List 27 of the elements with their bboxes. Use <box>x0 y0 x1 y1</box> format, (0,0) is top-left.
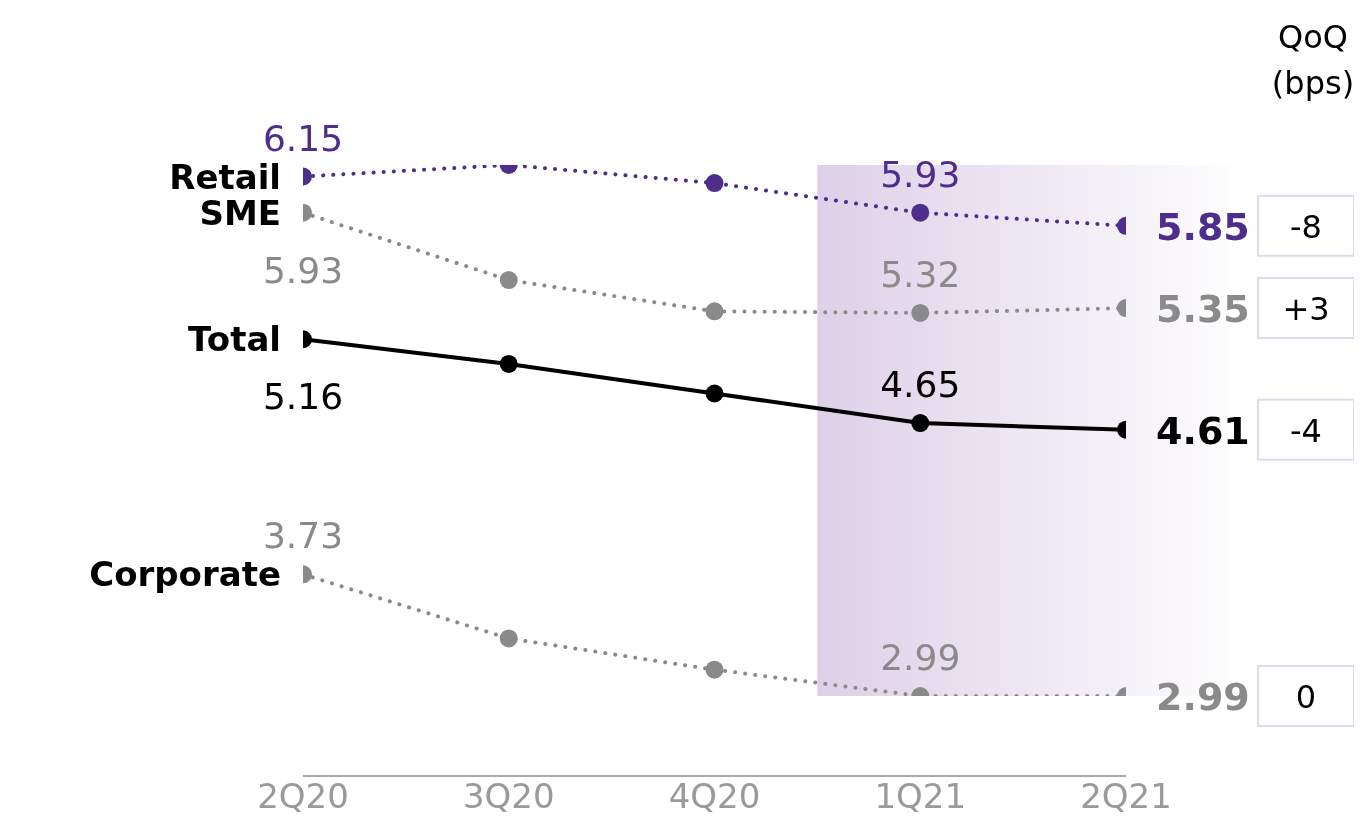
x-tick-label: 4Q20 <box>668 776 761 817</box>
text: +3 <box>1282 290 1330 329</box>
data-label: 5.16 <box>262 376 344 418</box>
point <box>705 660 724 679</box>
data-label: 4.65 <box>880 364 961 406</box>
data-label: 5.35 <box>1156 287 1250 332</box>
data-label: 2.99 <box>880 637 961 678</box>
data-label: 4.61 <box>1156 408 1250 453</box>
data-label: 2.99 <box>1156 675 1250 719</box>
data-label: 5.32 <box>880 253 961 295</box>
x-tick-label: 2Q20 <box>257 776 349 817</box>
text: -4 <box>1290 411 1322 450</box>
series-label: Corporate <box>89 554 281 595</box>
data-label: 5.93 <box>880 153 961 195</box>
text: -8 <box>1290 207 1322 246</box>
text: 0 <box>1295 678 1317 716</box>
data-label: 3.73 <box>262 515 344 557</box>
x-tick-label: 2Q21 <box>1080 776 1172 817</box>
series-label: Total <box>188 319 281 360</box>
x-tick-label: 1Q21 <box>874 776 967 817</box>
x-tick-label: 3Q20 <box>462 776 555 817</box>
data-label: 5.93 <box>262 249 344 291</box>
point <box>705 384 724 403</box>
data-label: 6.15 <box>262 117 344 159</box>
text: QoQ (bps) <box>1271 18 1355 102</box>
point <box>705 302 724 321</box>
data-label: 5.85 <box>1156 204 1250 249</box>
